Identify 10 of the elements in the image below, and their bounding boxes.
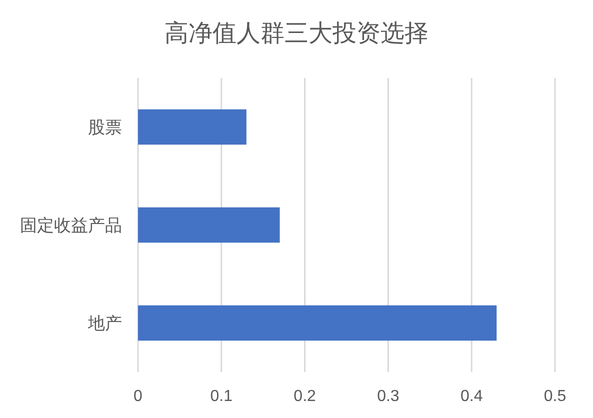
tick: 0.5 xyxy=(544,388,566,405)
tick: 0.4 xyxy=(460,388,483,405)
tick: 0.1 xyxy=(210,388,233,405)
tick: 0.3 xyxy=(377,388,400,405)
title: 高净值人群三大投资选择 xyxy=(164,20,428,47)
category: 地产 xyxy=(88,314,122,333)
tick: 0.2 xyxy=(294,388,316,405)
category: 固定收益产品 xyxy=(20,216,122,235)
category: 股票 xyxy=(88,118,122,137)
tick: 0 xyxy=(134,388,142,405)
